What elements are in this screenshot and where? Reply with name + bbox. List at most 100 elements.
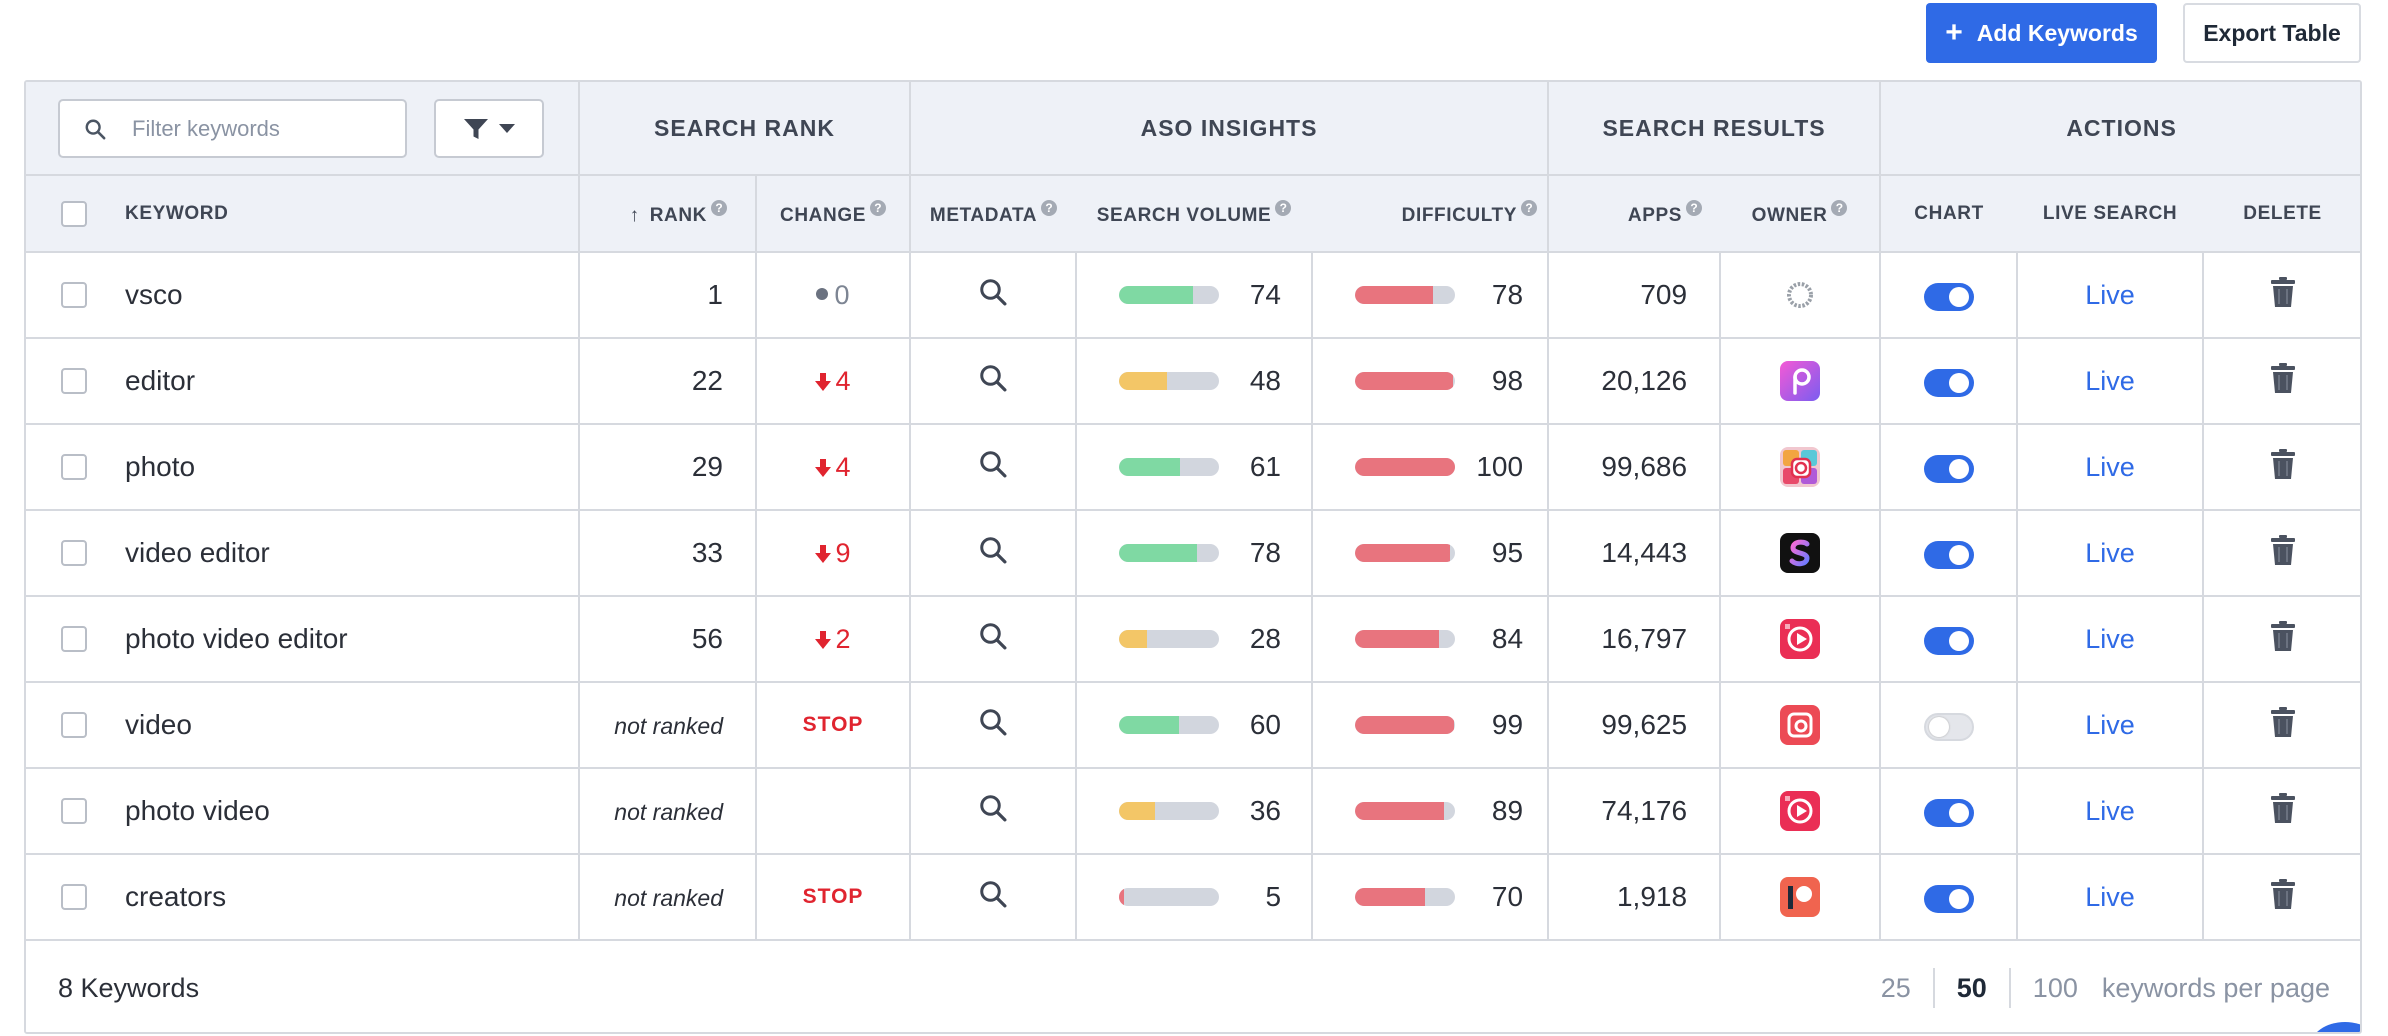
- live-search-link[interactable]: Live: [2085, 796, 2135, 826]
- search-volume-bar: [1119, 286, 1220, 304]
- row-checkbox[interactable]: [61, 540, 87, 566]
- row-checkbox[interactable]: [61, 368, 87, 394]
- search-volume-bar: [1119, 802, 1220, 820]
- apps-cell: 74,176: [1547, 768, 1721, 855]
- toggle-knob: [1948, 372, 1969, 393]
- help-icon[interactable]: ?: [1686, 200, 1703, 216]
- trash-icon[interactable]: [2271, 706, 2296, 743]
- table-footer: 8 Keywords 25 50 100 keywords per page: [26, 944, 2360, 1032]
- help-icon[interactable]: ?: [1521, 200, 1538, 216]
- chart-toggle[interactable]: [1923, 368, 1974, 397]
- search-volume-cell: 61: [1075, 424, 1313, 511]
- trash-icon[interactable]: [2271, 792, 2296, 829]
- metadata-search-icon[interactable]: [978, 794, 1008, 829]
- page-size-100[interactable]: 100: [2032, 973, 2078, 1003]
- row-checkbox[interactable]: [61, 884, 87, 910]
- chart-toggle[interactable]: [1923, 626, 1974, 655]
- rank-cell: not ranked: [578, 768, 756, 855]
- trash-icon[interactable]: [2271, 534, 2296, 571]
- chat-launcher-button[interactable]: [2310, 1022, 2360, 1032]
- help-icon[interactable]: ?: [869, 200, 886, 216]
- metadata-search-icon[interactable]: [978, 708, 1008, 743]
- page-size-25[interactable]: 25: [1859, 968, 1935, 1008]
- delete-cell: [2202, 252, 2360, 339]
- delete-cell: [2202, 854, 2360, 941]
- rank-column-header[interactable]: ↑ RANK?: [578, 175, 756, 253]
- trash-icon[interactable]: [2271, 448, 2296, 485]
- row-checkbox[interactable]: [61, 454, 87, 480]
- help-icon[interactable]: ?: [1041, 200, 1058, 216]
- help-icon[interactable]: ?: [1275, 200, 1292, 216]
- difficulty-column-header[interactable]: DIFFICULTY?: [1312, 175, 1549, 253]
- trash-icon[interactable]: [2271, 878, 2296, 915]
- apps-column-header[interactable]: APPS?: [1547, 175, 1721, 253]
- row-checkbox[interactable]: [61, 712, 87, 738]
- chart-toggle[interactable]: [1923, 798, 1974, 827]
- filter-keywords-input[interactable]: [132, 115, 382, 142]
- live-search-link[interactable]: Live: [2085, 280, 2135, 310]
- delete-cell: [2202, 682, 2360, 769]
- rank-cell: 22: [578, 338, 756, 425]
- chart-toggle[interactable]: [1923, 540, 1974, 569]
- apps-cell: 99,625: [1547, 682, 1721, 769]
- metadata-search-icon[interactable]: [978, 450, 1008, 485]
- apps-count: 99,686: [1601, 451, 1688, 482]
- chart-toggle[interactable]: [1923, 884, 1974, 913]
- arrow-down-icon: [815, 366, 835, 396]
- live-search-link[interactable]: Live: [2085, 882, 2135, 912]
- metadata-search-icon[interactable]: [978, 622, 1008, 657]
- chart-cell: [1879, 596, 2018, 683]
- row-checkbox[interactable]: [61, 282, 87, 308]
- metadata-search-icon[interactable]: [978, 364, 1008, 399]
- select-all-checkbox[interactable]: [61, 200, 87, 227]
- owner-cell: [1719, 682, 1881, 769]
- delete-cell: [2202, 596, 2360, 683]
- trash-icon[interactable]: [2271, 362, 2296, 399]
- search-volume-value: 5: [1265, 881, 1282, 912]
- search-volume-column-header[interactable]: SEARCH VOLUME?: [1076, 175, 1313, 253]
- change-column-header[interactable]: CHANGE?: [754, 175, 911, 253]
- chart-toggle[interactable]: [1923, 282, 1974, 311]
- live-search-link[interactable]: Live: [2085, 452, 2135, 482]
- live-search-cell: Live: [2016, 682, 2204, 769]
- metadata-search-icon[interactable]: [978, 536, 1008, 571]
- help-icon[interactable]: ?: [1831, 200, 1848, 216]
- trash-icon[interactable]: [2271, 620, 2296, 657]
- table-row: creators not ranked STOP 5 70 1,918 Live: [26, 854, 2360, 941]
- row-checkbox[interactable]: [61, 798, 87, 824]
- difficulty-cell: 89: [1311, 768, 1549, 855]
- live-search-link[interactable]: Live: [2085, 624, 2135, 654]
- metadata-search-icon[interactable]: [978, 278, 1008, 313]
- chart-cell: [1879, 338, 2018, 425]
- help-icon[interactable]: ?: [711, 200, 727, 216]
- filter-keywords-box[interactable]: [58, 99, 407, 158]
- rank-cell: not ranked: [578, 854, 756, 941]
- chart-toggle[interactable]: [1923, 454, 1974, 483]
- table-row: photo video not ranked 36 89 74,176 Live: [26, 768, 2360, 855]
- metadata-column-header[interactable]: METADATA?: [909, 175, 1077, 253]
- page-size-50[interactable]: 50: [1935, 968, 2011, 1008]
- rank-column-label: RANK: [649, 205, 707, 226]
- keyword-text: editor: [125, 365, 196, 396]
- rank-value: not ranked: [614, 885, 723, 911]
- search-volume-cell: 74: [1075, 252, 1313, 339]
- inshot-app-icon: [1780, 619, 1821, 659]
- live-search-link[interactable]: Live: [2085, 710, 2135, 740]
- metadata-cell: [909, 424, 1077, 511]
- add-keywords-button[interactable]: + Add Keywords: [1926, 3, 2157, 63]
- chart-cell: [1879, 252, 2018, 339]
- keyword-text: video: [125, 709, 192, 740]
- trash-icon[interactable]: [2271, 276, 2296, 313]
- export-table-button[interactable]: Export Table: [2183, 3, 2361, 63]
- chart-toggle[interactable]: [1923, 712, 1974, 741]
- metadata-search-icon[interactable]: [978, 880, 1008, 915]
- filter-dropdown-button[interactable]: [434, 99, 544, 158]
- live-search-link[interactable]: Live: [2085, 366, 2135, 396]
- search-volume-cell: 48: [1075, 338, 1313, 425]
- difficulty-bar: [1355, 716, 1456, 734]
- row-checkbox[interactable]: [61, 626, 87, 652]
- live-search-link[interactable]: Live: [2085, 538, 2135, 568]
- owner-column-header[interactable]: OWNER?: [1720, 175, 1881, 253]
- metadata-column-label: METADATA: [929, 205, 1038, 226]
- difficulty-value: 89: [1491, 795, 1524, 826]
